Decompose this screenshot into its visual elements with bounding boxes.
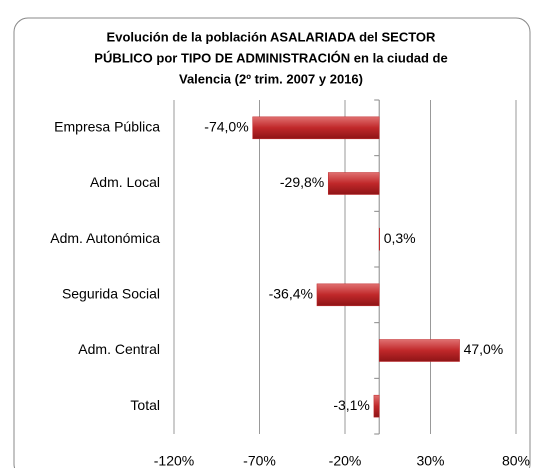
y-tick-label: Adm. Central: [78, 341, 160, 357]
bar: [252, 116, 380, 140]
data-label: 0,3%: [384, 230, 416, 246]
data-label: -29,8%: [280, 174, 324, 190]
x-tick-label: -120%: [154, 453, 194, 468]
x-tick-label: -20%: [329, 453, 362, 468]
y-tick-label: Total: [130, 397, 160, 413]
bar: [378, 227, 380, 251]
x-tick-label: 80%: [502, 453, 530, 468]
chart-title: Valencia (2º trim. 2007 y 2016): [179, 71, 363, 86]
y-tick-label: Adm. Local: [90, 174, 160, 190]
chart-title: PÚBLICO por TIPO DE ADMINISTRACIÓN en la…: [94, 50, 447, 65]
data-label: -36,4%: [269, 286, 313, 302]
x-tick-label: -70%: [243, 453, 276, 468]
data-label: -74,0%: [204, 119, 248, 135]
y-tick-label: Adm. Autonómica: [50, 230, 160, 246]
bar: [327, 172, 380, 195]
bar: [378, 339, 460, 362]
data-label: 47,0%: [464, 341, 504, 357]
y-tick-label: Segurida Social: [62, 286, 160, 302]
chart-title: Evolución de la población ASALARIADA del…: [107, 29, 436, 44]
bar: [316, 283, 380, 307]
y-tick-label: Empresa Pública: [54, 119, 160, 135]
bar: [373, 394, 380, 418]
x-tick-label: 30%: [416, 453, 444, 468]
data-label: -3,1%: [333, 397, 370, 413]
